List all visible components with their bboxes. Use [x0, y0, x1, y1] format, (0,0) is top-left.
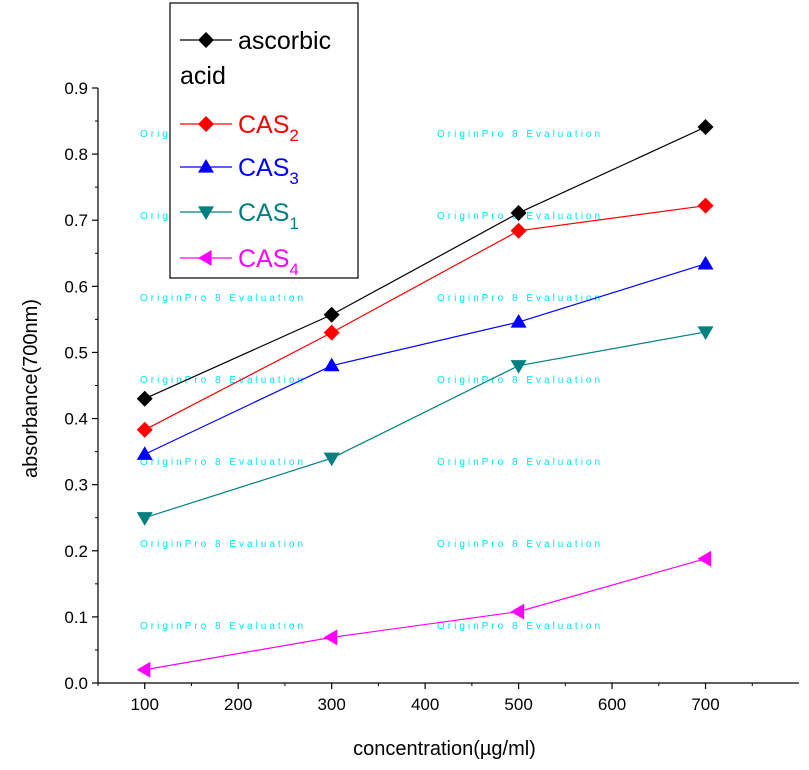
legend-label-4: CAS4 — [238, 245, 299, 279]
data-point-4-1 — [323, 629, 338, 646]
y-tick-label-8: 0.8 — [64, 145, 88, 164]
data-point-4-0 — [136, 661, 151, 678]
legend-marker-1 — [198, 116, 214, 132]
legend-item-0: ascorbic acid — [180, 27, 331, 90]
y-tick-label-5: 0.5 — [64, 343, 88, 362]
data-point-0-0 — [136, 390, 153, 407]
watermark-text-5-1: OriginPro 8 Evaluation — [437, 539, 603, 550]
x-tick-label-5: 600 — [598, 695, 626, 714]
data-point-2-3 — [697, 255, 714, 270]
watermark-text-2-0: OriginPro 8 Evaluation — [140, 293, 306, 304]
y-tick-label-4: 0.4 — [64, 410, 88, 429]
legend-label-2: CAS3 — [238, 154, 299, 188]
data-point-3-1 — [323, 452, 340, 467]
legend: ascorbic acid CAS2 CAS3 CAS1 CAS4 — [169, 2, 359, 279]
axes: 0.0 0.1 0.2 0.3 0.4 0.5 0.6 0.7 0.8 0.9 100 200 300 4… — [20, 79, 799, 760]
legend-marker-3 — [198, 206, 214, 220]
data-point-0-2 — [510, 204, 527, 221]
series-line-4 — [144, 558, 706, 671]
series-line-1 — [144, 205, 706, 431]
legend-marker-0 — [198, 32, 214, 48]
x-tick-label-1: 200 — [224, 695, 252, 714]
series-0 — [136, 119, 714, 407]
series-line-3 — [144, 331, 706, 519]
data-point-0-1 — [323, 306, 340, 323]
legend-marker-4 — [198, 250, 212, 266]
y-tick-label-7: 0.7 — [64, 211, 88, 230]
watermark-text-0-1: OriginPro 8 Evaluation — [437, 129, 603, 140]
series-layer — [136, 119, 714, 678]
data-point-0-3 — [697, 119, 714, 136]
series-1 — [136, 197, 714, 438]
x-tick-label-4: 500 — [504, 695, 532, 714]
data-point-1-2 — [510, 222, 527, 239]
x-tick-label-3: 400 — [411, 695, 439, 714]
y-tick-label-3: 0.3 — [64, 476, 88, 495]
data-point-4-2 — [510, 603, 525, 620]
legend-label-0: ascorbic — [238, 27, 331, 55]
data-point-1-0 — [136, 421, 153, 438]
watermark-text-6-0: OriginPro 8 Evaluation — [140, 621, 306, 632]
legend-label-3: CAS1 — [238, 199, 299, 233]
data-point-4-3 — [697, 550, 712, 567]
y-axis-title: absorbance(700nm) — [20, 299, 42, 478]
legend-label-1: CAS2 — [238, 111, 299, 145]
x-axis-title: concentration(µg/ml) — [353, 738, 536, 760]
legend-item-3: CAS1 — [180, 199, 299, 233]
data-point-2-0 — [136, 446, 153, 460]
legend-item-2: CAS3 — [180, 154, 299, 188]
y-tick-label-1: 0.1 — [64, 608, 88, 627]
legend-marker-2 — [198, 159, 214, 173]
y-tick-label-9: 0.9 — [64, 79, 88, 98]
legend-item-4: CAS4 — [180, 245, 299, 279]
legend-box — [169, 2, 359, 279]
legend-item-1: CAS2 — [180, 111, 299, 145]
data-point-3-2 — [510, 360, 527, 374]
data-point-2-2 — [510, 314, 527, 328]
watermark-text-4-0: OriginPro 8 Evaluation — [140, 457, 306, 468]
data-point-3-0 — [136, 512, 153, 526]
series-line-2 — [144, 263, 706, 455]
legend-label-0-line2: acid — [180, 62, 226, 90]
series-line-0 — [144, 126, 706, 400]
x-tick-label-6: 700 — [691, 695, 719, 714]
y-tick-label-6: 0.6 — [64, 277, 88, 296]
data-point-3-3 — [697, 326, 714, 340]
watermark-text-2-1: OriginPro 8 Evaluation — [437, 293, 603, 304]
watermark-text-5-0: OriginPro 8 Evaluation — [140, 539, 306, 550]
data-point-2-1 — [323, 357, 340, 372]
y-tick-label-2: 0.2 — [64, 542, 88, 561]
watermark-text-4-1: OriginPro 8 Evaluation — [437, 457, 603, 468]
watermark-text-3-0: OriginPro 8 Evaluation — [140, 375, 306, 386]
x-tick-label-2: 300 — [317, 695, 345, 714]
series-4 — [136, 550, 712, 678]
watermark-text-3-1: OriginPro 8 Evaluation — [437, 375, 603, 386]
series-3 — [136, 326, 714, 526]
x-tick-label-0: 100 — [131, 695, 159, 714]
y-tick-label-0: 0.0 — [64, 674, 88, 693]
watermark-text-6-1: OriginPro 8 Evaluation — [437, 621, 603, 632]
data-point-1-1 — [323, 324, 340, 341]
series-2 — [136, 255, 714, 460]
data-point-1-3 — [697, 197, 714, 214]
